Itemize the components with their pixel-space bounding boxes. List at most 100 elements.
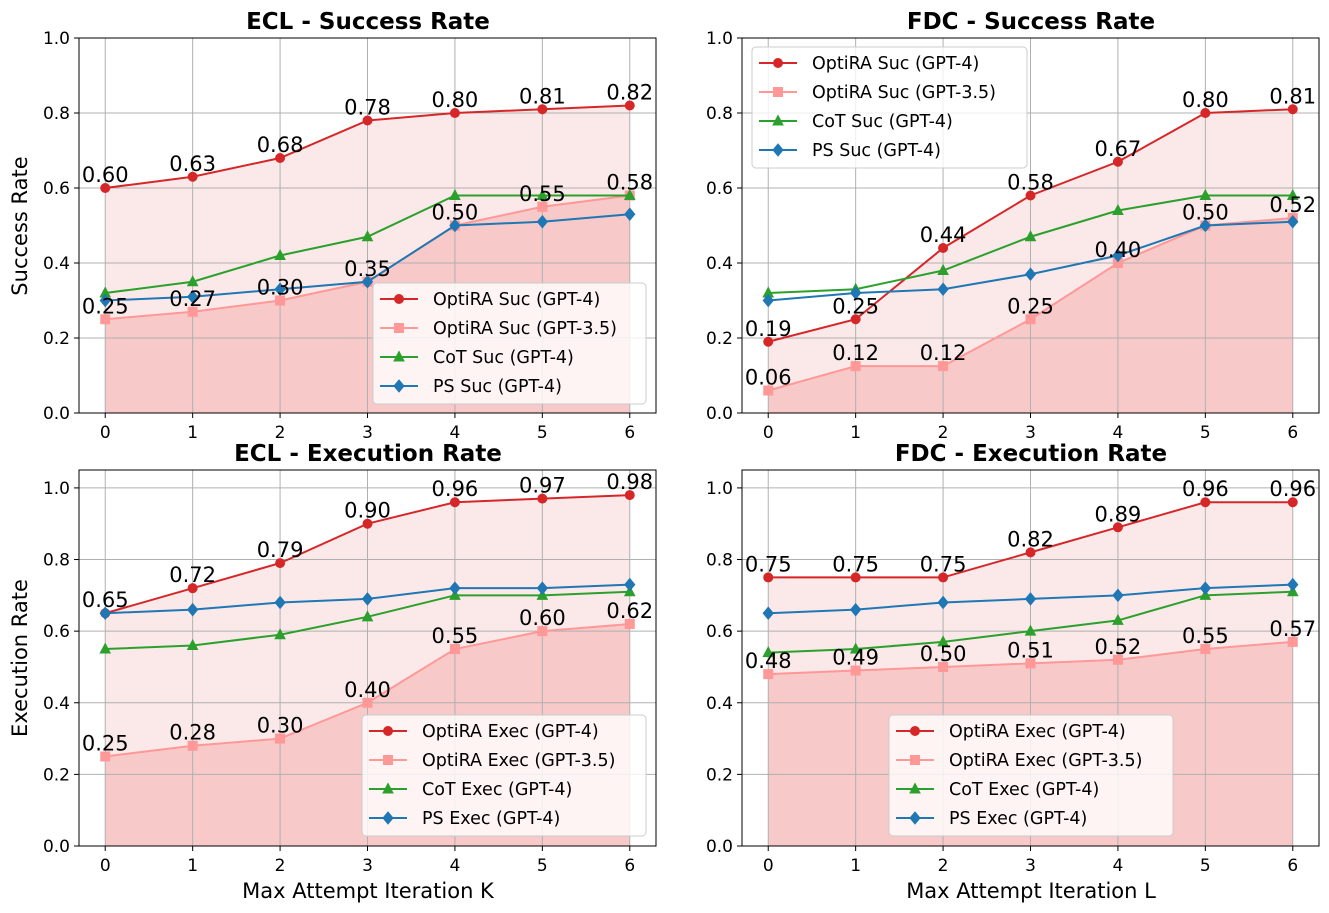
series-cot-suc-gpt-4- <box>99 188 636 298</box>
data-point <box>187 583 198 594</box>
y-tick-label: 0.4 <box>706 254 733 274</box>
y-tick-label: 0.4 <box>706 694 733 714</box>
data-point <box>186 638 199 650</box>
series-cot-exec-gpt-4- <box>762 585 1299 658</box>
chart-fdc-execution: FDC - Execution Rate Max Attempt Iterati… <box>706 441 1320 903</box>
x-tick-label: 0 <box>100 423 111 443</box>
legend-marker <box>393 379 405 393</box>
data-point <box>1112 522 1123 533</box>
data-point <box>274 595 286 610</box>
data-point <box>100 751 111 762</box>
legend-item: OptiRA Suc (GPT-4) <box>380 290 600 310</box>
y-tick-label: 0.8 <box>706 104 733 124</box>
data-point <box>1112 588 1124 603</box>
data-label: 0.62 <box>606 599 653 623</box>
x-tick-label: 3 <box>1025 423 1036 443</box>
data-label: 0.80 <box>1182 88 1229 112</box>
data-point <box>449 218 461 233</box>
x-tick-label: 5 <box>1200 856 1211 876</box>
data-point <box>938 572 949 583</box>
data-point <box>937 635 949 647</box>
data-label: 0.06 <box>745 366 792 390</box>
data-point <box>186 275 199 287</box>
data-point <box>537 493 548 504</box>
data-point <box>1286 188 1299 200</box>
data-point <box>762 606 774 621</box>
legend-label: CoT Exec (GPT-4) <box>949 780 1099 800</box>
data-point <box>449 108 460 118</box>
data-label: 0.25 <box>82 294 129 318</box>
data-point <box>99 293 111 308</box>
legend-marker <box>909 782 921 794</box>
y-tick-label: 0.6 <box>43 622 70 642</box>
ticks: 0 1 2 3 4 5 6 0.0 0.2 0.4 0.6 0.8 1.0 <box>706 479 1298 876</box>
data-point <box>1287 214 1299 229</box>
data-point <box>938 243 949 253</box>
data-point <box>99 606 111 621</box>
data-point <box>763 385 774 396</box>
legend-marker <box>393 350 405 362</box>
data-label: 0.75 <box>920 552 967 576</box>
x-tick-label: 0 <box>763 856 774 876</box>
x-tick-label: 4 <box>1113 423 1124 443</box>
data-point <box>100 314 111 325</box>
data-labels: 0.19 0.25 0.44 0.58 0.67 0.80 0.81 0.06 0.12 0.12… <box>745 84 1316 389</box>
data-point <box>1200 497 1211 508</box>
legend-label: PS Suc (GPT-4) <box>812 141 941 161</box>
data-label: 0.48 <box>745 649 792 673</box>
legend-box <box>751 46 1028 169</box>
x-tick-label: 6 <box>624 856 635 876</box>
data-point <box>187 171 198 182</box>
legend-label: PS Exec (GPT-4) <box>949 809 1087 829</box>
legend-box <box>372 282 647 405</box>
data-label: 0.52 <box>1095 635 1142 659</box>
chart-title: FDC - Success Rate <box>907 9 1155 35</box>
x-tick-label: 2 <box>938 856 949 876</box>
data-point <box>763 669 774 680</box>
legend-item: OptiRA Suc (GPT-3.5) <box>380 319 617 339</box>
data-point <box>1200 108 1211 118</box>
legend-label: PS Suc (GPT-4) <box>433 377 562 397</box>
chart-ecl-execution: ECL - Execution Rate Execution Rate Max … <box>8 441 657 903</box>
data-label: 0.25 <box>832 294 879 318</box>
y-tick-label: 0.0 <box>706 837 733 857</box>
data-label: 0.96 <box>1182 477 1229 501</box>
data-point <box>187 306 198 317</box>
data-label: 0.58 <box>1007 171 1054 195</box>
data-label: 0.60 <box>519 606 566 630</box>
y-axis-label: Execution Rate <box>8 579 32 737</box>
data-point <box>1024 230 1037 242</box>
data-label: 0.89 <box>1095 502 1142 526</box>
series-optira-exec-gpt-4- <box>763 497 1298 583</box>
data-label: 0.51 <box>1007 638 1054 662</box>
legend-item: PS Suc (GPT-4) <box>759 141 941 161</box>
data-point <box>536 581 548 595</box>
data-point <box>850 286 862 300</box>
y-tick-label: 0.2 <box>43 765 70 785</box>
x-tick-label: 3 <box>362 423 373 443</box>
data-label: 0.12 <box>832 341 879 365</box>
y-tick-label: 0.4 <box>43 694 70 714</box>
x-tick-label: 1 <box>187 423 198 443</box>
y-tick-label: 0.0 <box>43 404 70 424</box>
data-label: 0.63 <box>169 152 216 176</box>
data-point <box>537 201 548 212</box>
data-point <box>1024 624 1037 636</box>
data-label: 0.40 <box>1095 238 1142 262</box>
data-labels: 0.65 0.72 0.79 0.90 0.96 0.97 0.98 0.25 0.28 0.30… <box>82 470 653 755</box>
data-point <box>537 626 548 637</box>
data-point <box>449 497 460 508</box>
data-label: 0.50 <box>1182 201 1229 225</box>
data-point <box>1199 581 1211 595</box>
data-label: 0.55 <box>1182 624 1229 648</box>
legend-marker <box>394 323 404 333</box>
data-point <box>449 581 461 595</box>
data-point <box>1112 248 1124 263</box>
series-ps-exec-gpt-4- <box>762 577 1299 621</box>
data-point <box>762 646 775 658</box>
data-point <box>1200 644 1211 655</box>
data-point <box>1287 577 1299 592</box>
series-optira-exec-gpt-3-5- <box>763 636 1298 680</box>
legend-item: OptiRA Exec (GPT-3.5) <box>896 751 1142 771</box>
data-point <box>187 740 198 751</box>
